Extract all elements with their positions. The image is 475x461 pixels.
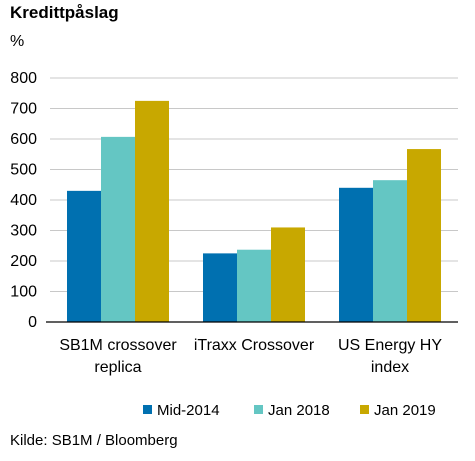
legend-label: Mid-2014 bbox=[157, 402, 220, 419]
bar bbox=[101, 136, 135, 322]
y-tick-label: 800 bbox=[10, 70, 37, 87]
y-tick-label: 200 bbox=[10, 253, 37, 270]
x-tick-label: replica bbox=[94, 359, 141, 376]
x-tick-label: iTraxx Crossover bbox=[194, 337, 315, 354]
legend-swatch bbox=[254, 405, 263, 414]
x-tick-label: US Energy HY bbox=[338, 337, 442, 354]
legend-label: Jan 2019 bbox=[374, 402, 436, 419]
legend-label: Jan 2018 bbox=[268, 402, 330, 419]
y-tick-label: 700 bbox=[10, 101, 37, 118]
bar bbox=[373, 180, 407, 322]
y-tick-label: 400 bbox=[10, 192, 37, 209]
legend-swatch bbox=[360, 405, 369, 414]
y-tick-label: 500 bbox=[10, 162, 37, 179]
bar bbox=[339, 187, 373, 322]
y-tick-label: 100 bbox=[10, 284, 37, 301]
y-axis-unit: % bbox=[10, 33, 25, 50]
bar bbox=[67, 190, 101, 322]
legend-swatch bbox=[143, 405, 152, 414]
bar bbox=[203, 253, 237, 322]
bar bbox=[237, 249, 271, 322]
source-note: Kilde: SB1M / Bloomberg bbox=[10, 432, 178, 449]
bar bbox=[271, 227, 305, 322]
bar bbox=[407, 149, 441, 322]
y-tick-label: 300 bbox=[10, 223, 37, 240]
y-tick-label: 600 bbox=[10, 131, 37, 148]
bar bbox=[135, 100, 169, 322]
y-tick-label: 0 bbox=[28, 314, 37, 331]
chart-title: Kredittpåslag bbox=[10, 3, 119, 22]
x-tick-label: index bbox=[371, 359, 409, 376]
x-tick-label: SB1M crossover bbox=[59, 337, 177, 354]
